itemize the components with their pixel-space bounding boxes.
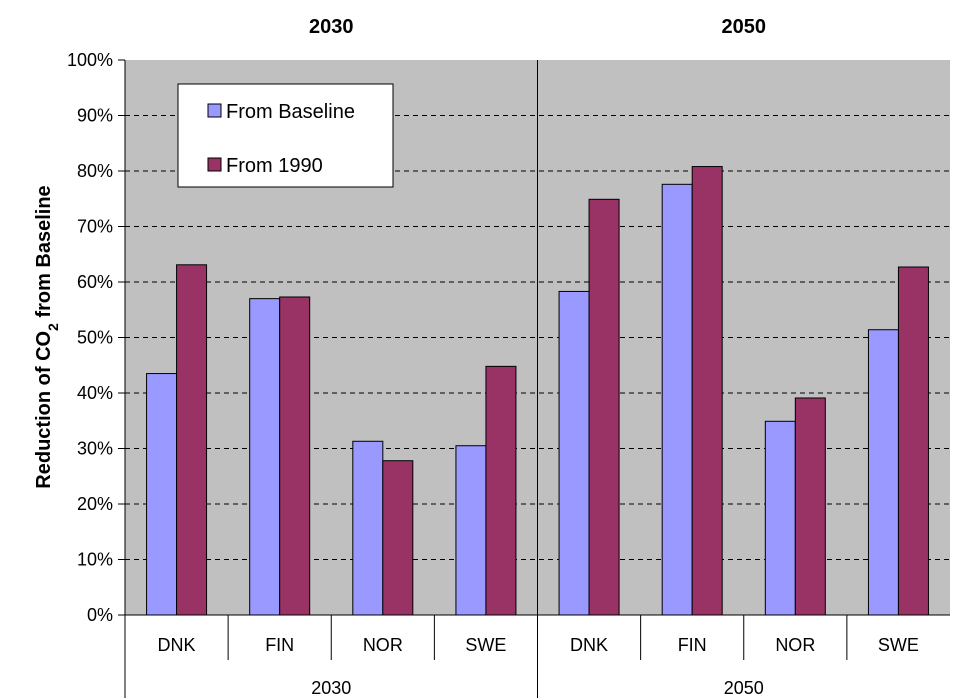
legend-swatch-from-1990 [207,157,222,172]
x-category-label: DNK [570,635,608,655]
bar-from-baseline-2050-fin [661,183,693,616]
x-category-label: SWE [878,635,919,655]
x-group-label: 2030 [311,678,351,698]
legend-swatch-from-baseline [207,103,222,118]
bar-from-baseline-2030-swe [455,445,487,616]
x-category-label: FIN [265,635,294,655]
bar-from-baseline-2030-dnk [146,373,178,616]
x-group-label: 2050 [724,678,764,698]
panel-title-2030: 2030 [309,16,354,38]
legend: From Baseline From 1990 [177,83,394,188]
bar-from-1990-2050-nor [794,397,826,616]
y-axis-ticks: 0% 10% 20% 30% 40% 50% 60% 70% 80% 90% 100% [67,50,113,625]
y-tick-label: 70% [77,217,113,237]
y-axis-label-tail: from Baseline [33,185,55,323]
bar-from-baseline-2050-dnk [558,290,590,616]
x-category-label: NOR [363,635,403,655]
y-tick-label: 80% [77,161,113,181]
y-tick-label: 60% [77,272,113,292]
y-axis-label-main: Reduction of CO [33,331,55,489]
x-category-label: FIN [678,635,707,655]
legend-label-from-1990: From 1990 [226,155,323,177]
y-tick-label: 40% [77,383,113,403]
x-category-label: NOR [775,635,815,655]
y-tick-label: 100% [67,50,113,70]
bar-from-1990-2050-dnk [588,198,620,616]
bar-from-1990-2050-swe [897,266,929,616]
y-tick-label: 90% [77,106,113,126]
axes [118,59,950,698]
legend-label-from-baseline: From Baseline [226,101,355,123]
x-category-label: SWE [465,635,506,655]
x-category-label: DNK [158,635,196,655]
bar-from-1990-2030-fin [279,296,311,616]
bar-from-1990-2030-nor [382,460,414,616]
panel-title-2050: 2050 [722,16,767,38]
bar-from-1990-2030-swe [485,365,517,616]
x-axis-labels: DNK FIN NOR SWE 2030 DNK FIN NOR SWE 2050 [158,635,919,698]
bar-from-1990-2030-dnk [176,264,208,616]
bar-from-baseline-2030-fin [249,298,281,616]
bar-from-1990-2050-fin [691,166,723,616]
y-tick-label: 10% [77,550,113,570]
bar-from-baseline-2030-nor [352,440,384,616]
y-tick-label: 0% [87,605,113,625]
panel-titles: 2030 2050 [309,16,766,38]
bar-from-baseline-2050-swe [867,329,899,616]
bars [146,166,929,616]
bar-from-baseline-2050-nor [764,420,796,616]
y-tick-label: 20% [77,494,113,514]
y-axis-label: Reduction of CO2 from Baseline [33,185,61,488]
y-tick-label: 30% [77,439,113,459]
y-axis-label-subscript: 2 [45,323,61,331]
y-tick-label: 50% [77,328,113,348]
